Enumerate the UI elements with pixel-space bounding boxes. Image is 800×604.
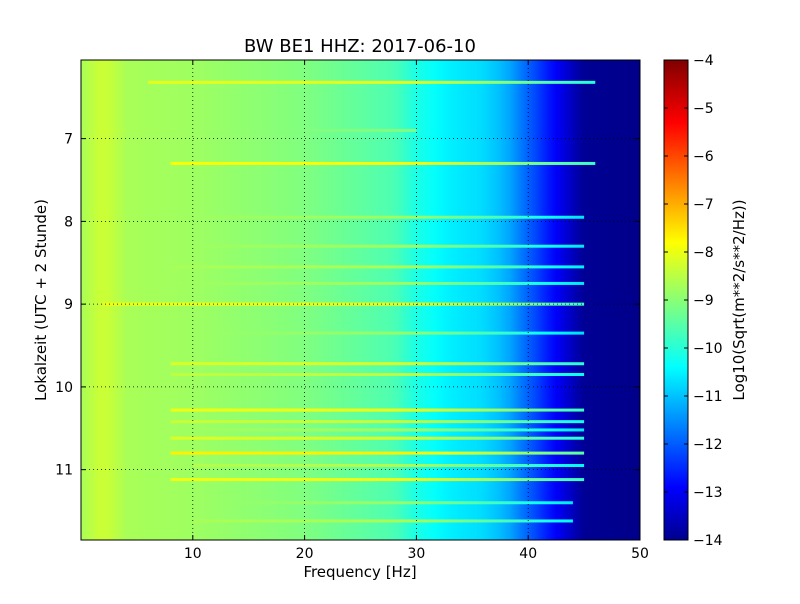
- transient-row: [170, 451, 585, 455]
- y-tick-label: 7: [64, 132, 73, 148]
- transient-row: [170, 161, 596, 165]
- colorbar-tick-label: −5: [693, 101, 714, 117]
- transient-row: [192, 428, 585, 432]
- y-tick-label: 11: [55, 463, 73, 479]
- transient-row: [170, 362, 585, 366]
- colorbar-tick-label: −8: [693, 245, 714, 261]
- x-axis-label: Frequency [Hz]: [303, 563, 416, 581]
- transient-row: [170, 265, 585, 269]
- transient-row: [170, 408, 585, 412]
- transient-row: [192, 519, 573, 523]
- colorbar-tick-label: −14: [693, 533, 723, 549]
- transient-row: [170, 420, 585, 424]
- x-tick-label: 30: [407, 546, 425, 562]
- transient-row: [170, 436, 585, 440]
- transient-row: [170, 331, 585, 335]
- y-axis-label: Lokalzeit (UTC + 2 Stunde): [32, 199, 50, 401]
- transient-row: [103, 128, 417, 132]
- grid-layer: [81, 60, 640, 540]
- plot-frame: [80, 59, 641, 541]
- transient-row: [192, 244, 585, 248]
- transient-row: [170, 478, 585, 482]
- transient-row: [170, 215, 585, 219]
- colorbar-tick-label: −13: [693, 485, 723, 501]
- colorbar-tick-label: −6: [693, 149, 714, 165]
- spectrogram-background: [81, 60, 640, 540]
- chart-title: BW BE1 HHZ: 2017-06-10: [244, 36, 476, 57]
- y-tick-label: 8: [64, 214, 73, 230]
- x-tick-label: 40: [519, 546, 537, 562]
- transient-row: [192, 501, 573, 505]
- colorbar-tick-label: −9: [693, 293, 714, 309]
- x-tick-label: 50: [631, 546, 649, 562]
- transient-row: [103, 302, 585, 306]
- colorbar-tick-label: −11: [693, 389, 723, 405]
- transient-row: [148, 80, 596, 84]
- y-axis: 7 8 9 10 11: [55, 132, 640, 479]
- x-tick-label: 20: [296, 546, 314, 562]
- transient-row: [170, 281, 585, 285]
- transient-row: [170, 372, 585, 376]
- colorbar-tick-label: −10: [693, 341, 723, 357]
- colorbar-ticks: −4 −5 −6 −7 −8 −9 −10 −11 −12 −13 −14: [664, 53, 723, 549]
- x-tick-label: 10: [184, 546, 202, 562]
- colorbar: −4 −5 −6 −7 −8 −9 −10 −11 −12 −13 −14 Log10(Sqrt(m…: [663, 53, 748, 549]
- transient-row: [192, 464, 585, 468]
- plot-area: [81, 60, 640, 540]
- colorbar-tick-label: −12: [693, 437, 723, 453]
- colorbar-tick-label: −7: [693, 197, 714, 213]
- y-tick-label: 10: [55, 380, 73, 396]
- x-axis: 10 20 30 40 50: [184, 60, 649, 562]
- colorbar-tick-label: −4: [693, 53, 714, 69]
- heatmap-layer: [81, 60, 640, 540]
- colorbar-label: Log10(Sqrt(m**2/s**2/Hz)): [730, 199, 748, 400]
- y-tick-label: 9: [64, 297, 73, 313]
